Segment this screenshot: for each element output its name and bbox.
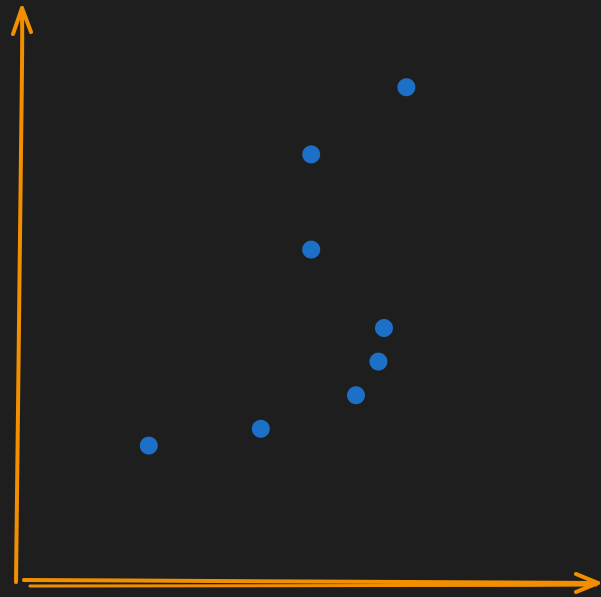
x-axis-arrowhead: [574, 572, 600, 594]
data-point-7: [302, 145, 321, 164]
axes: [11, 6, 600, 594]
data-point-4: [369, 352, 388, 371]
data-point-3: [347, 386, 365, 405]
y-axis-arrowhead: [11, 6, 33, 36]
data-point-2: [251, 419, 270, 438]
data-points: [139, 78, 416, 455]
data-point-8: [397, 78, 416, 97]
x-axis-line-stroke-2: [28, 583, 598, 588]
data-point-5: [375, 319, 393, 337]
y-axis-line: [14, 6, 25, 584]
x-axis-line: [22, 577, 600, 585]
data-point-6: [302, 240, 321, 259]
data-point-1: [139, 436, 158, 455]
